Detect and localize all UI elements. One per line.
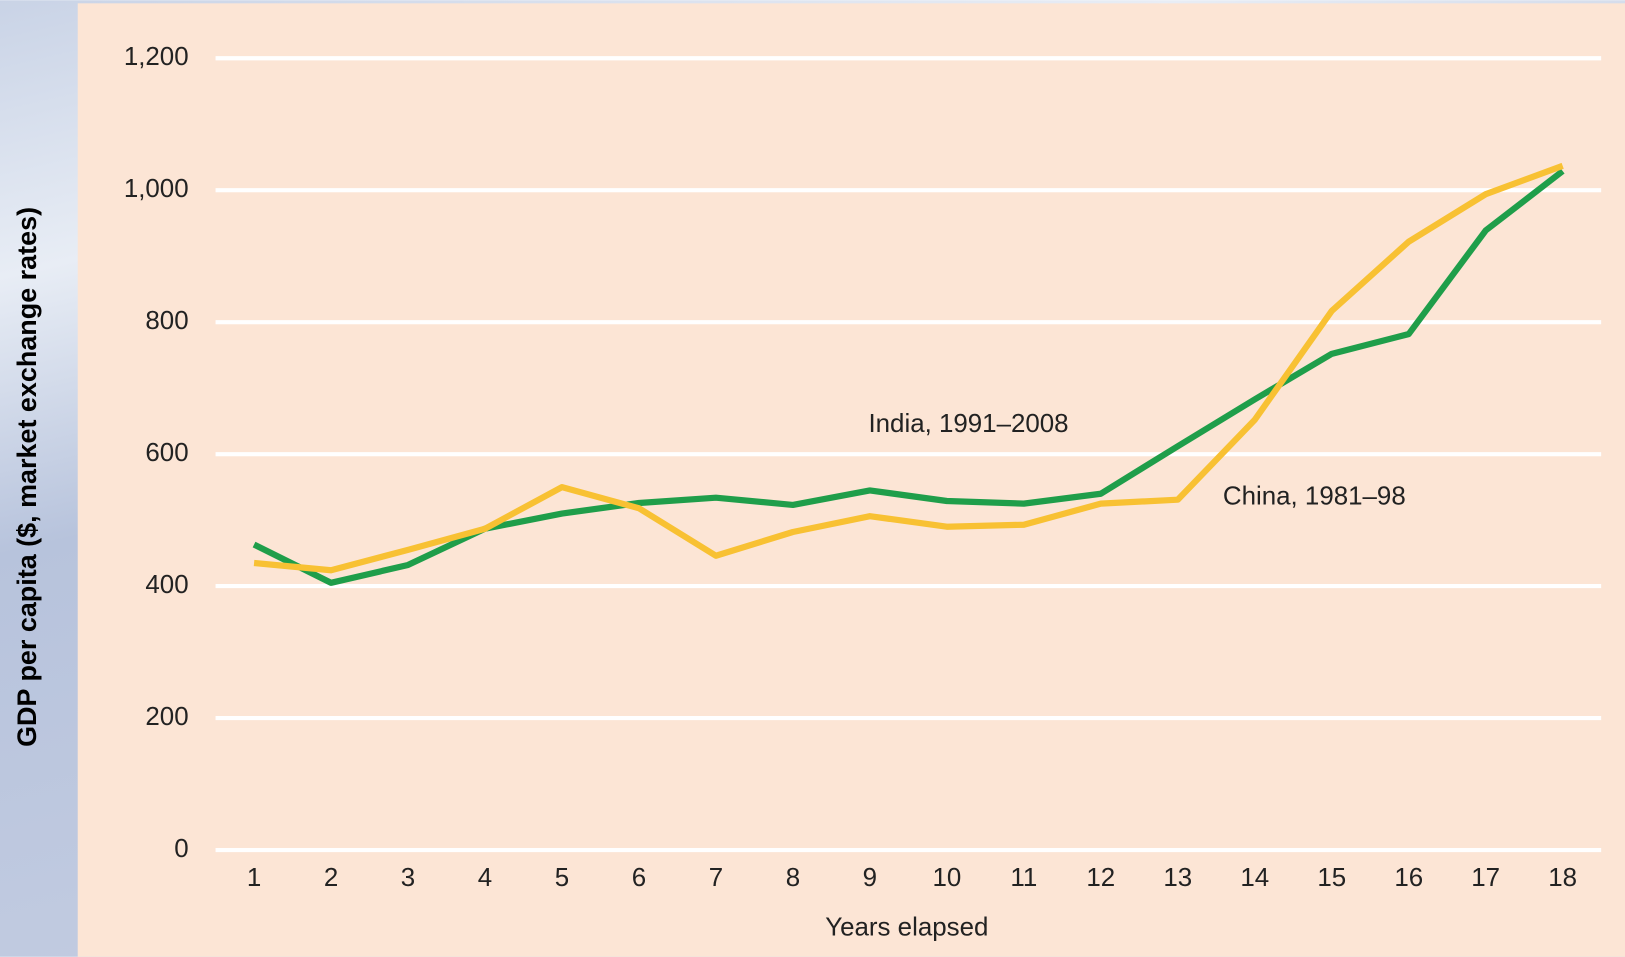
- x-tick-label: 10: [932, 864, 961, 892]
- x-tick-label: 15: [1317, 864, 1346, 892]
- y-tick-label: 800: [145, 307, 188, 335]
- x-tick-label: 17: [1471, 864, 1500, 892]
- x-tick-label: 4: [478, 864, 492, 892]
- y-tick-label: 1,000: [124, 175, 189, 203]
- chart: GDP per capita ($, market exchange rates…: [0, 0, 1625, 957]
- y-axis-title: GDP per capita ($, market exchange rates…: [12, 207, 42, 747]
- y-tick-label: 1,200: [124, 43, 189, 71]
- y-tick-label: 400: [145, 571, 188, 599]
- x-tick-label: 16: [1394, 864, 1423, 892]
- y-tick-label: 600: [145, 439, 188, 467]
- y-tick-label: 0: [174, 835, 188, 863]
- series-label: India, 1991–2008: [868, 410, 1068, 438]
- x-tick-label: 3: [401, 864, 415, 892]
- x-tick-label: 6: [632, 864, 646, 892]
- x-tick-label: 12: [1086, 864, 1115, 892]
- x-tick-label: 18: [1548, 864, 1577, 892]
- x-tick-label: 9: [863, 864, 877, 892]
- x-tick-label: 5: [555, 864, 569, 892]
- x-tick-label: 2: [324, 864, 338, 892]
- series-label: China, 1981–98: [1223, 483, 1406, 511]
- x-tick-label: 11: [1010, 864, 1037, 892]
- x-tick-label: 7: [709, 864, 723, 892]
- plot-panel: [78, 3, 1625, 956]
- x-tick-label: 8: [786, 864, 800, 892]
- y-tick-label: 200: [145, 703, 188, 731]
- x-axis-title: Years elapsed: [825, 914, 988, 942]
- x-tick-label: 1: [247, 864, 261, 892]
- x-tick-label: 14: [1240, 864, 1269, 892]
- page: {"chart_data": { "type": "line", "y_labe…: [0, 0, 1625, 957]
- x-tick-label: 13: [1163, 864, 1192, 892]
